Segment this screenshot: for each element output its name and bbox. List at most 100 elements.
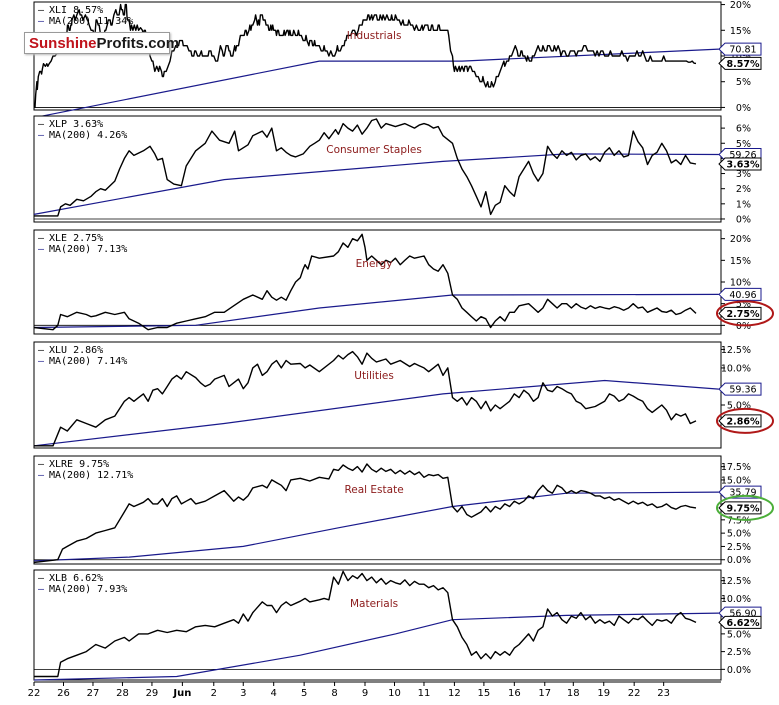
y-tick-label: 6% <box>736 124 751 135</box>
y-tick-label: 15% <box>730 26 751 37</box>
ma200-line-xlu <box>33 379 719 447</box>
price-line-xlre <box>33 463 697 564</box>
x-tick-label: 3 <box>240 688 246 699</box>
y-tick-label: 17.5% <box>721 462 751 473</box>
price-line-xlp <box>34 118 697 217</box>
ma-value-tag <box>718 382 762 396</box>
legend-ma-swatch: — <box>38 584 45 595</box>
x-tick-label: 15 <box>478 688 491 699</box>
x-tick-label: 11 <box>418 688 431 699</box>
legend-ma-swatch: — <box>38 356 45 367</box>
x-tick-label: 4 <box>271 688 277 699</box>
legend-price-swatch: — <box>38 233 45 244</box>
y-tick-label: 10.0% <box>721 363 751 374</box>
x-tick-label: 8 <box>331 688 337 699</box>
highlight-circle <box>716 494 774 521</box>
y-tick-label: 5% <box>736 299 751 310</box>
highlight-circle <box>716 407 774 434</box>
last-price-tag <box>718 615 762 629</box>
y-tick-label: 2.5% <box>727 647 751 658</box>
x-tick-label: 27 <box>87 688 100 699</box>
x-tick-label: 17 <box>538 688 551 699</box>
last-price-label: 6.62% <box>727 618 760 629</box>
panel-frame-xlb <box>33 569 722 681</box>
legend-ma: MA(200) 11.34% <box>49 16 133 27</box>
x-tick-label: 18 <box>567 688 580 699</box>
legend-price-swatch: — <box>38 459 45 470</box>
ma-value-label: 59.26 <box>729 150 756 161</box>
y-tick-label: 10.0% <box>721 594 751 605</box>
legend-ma-swatch: — <box>38 244 45 255</box>
panel-frame-xle <box>33 229 722 335</box>
x-tick-label: 26 <box>57 688 70 699</box>
last-price-tag <box>718 306 762 320</box>
panel-title: Consumer Staples <box>326 144 422 156</box>
legend-price-swatch: — <box>38 119 45 130</box>
legend-ma: MA(200) 7.93% <box>49 584 127 595</box>
legend-price: XLP 3.63% <box>49 119 103 130</box>
last-price-tag <box>718 501 762 515</box>
x-tick-label: 16 <box>508 688 521 699</box>
x-tick-label: 5 <box>301 688 307 699</box>
logo-part-sunshine: Sunshine <box>29 35 97 52</box>
y-tick-label: 15% <box>730 256 751 267</box>
ma-value-label: 70.81 <box>729 45 756 56</box>
legend-ma: MA(200) 12.71% <box>49 470 133 481</box>
y-tick-label: 0.0% <box>727 555 751 566</box>
panel-title: Utilities <box>354 370 394 382</box>
last-price-tag <box>718 56 762 70</box>
ma-value-tag <box>718 42 762 56</box>
legend-ma-swatch: — <box>38 16 45 27</box>
y-tick-label: 15.0% <box>721 475 751 486</box>
legend-ma-swatch: — <box>38 470 45 481</box>
legend-ma: MA(200) 7.14% <box>49 356 127 367</box>
x-tick-label: 19 <box>597 688 610 699</box>
last-price-label: 2.86% <box>727 416 760 427</box>
ma200-line-xlp <box>33 153 719 215</box>
x-tick-label: 2 <box>211 688 217 699</box>
y-tick-label: 2.5% <box>727 542 751 553</box>
legend-price-swatch: — <box>38 345 45 356</box>
x-tick-label: 23 <box>657 688 670 699</box>
logo-part-profits: Profits.com <box>96 35 180 52</box>
y-tick-label: 5.0% <box>727 401 751 412</box>
y-tick-label: 5.0% <box>727 529 751 540</box>
legend-ma: MA(200) 4.26% <box>49 130 127 141</box>
highlight-circle <box>716 300 774 327</box>
y-tick-label: 20% <box>730 234 751 245</box>
last-price-tag <box>718 157 762 171</box>
y-tick-label: 5% <box>736 77 751 88</box>
panel-frame-xlp <box>33 115 722 223</box>
last-price-label: 9.75% <box>727 503 760 514</box>
legend-price: XLU 2.86% <box>49 345 103 356</box>
y-tick-label: 3% <box>736 169 751 180</box>
panel-frame-xlre <box>33 455 722 565</box>
y-tick-label: 12.5% <box>721 345 751 356</box>
legend-price: XLI 8.57% <box>49 5 103 16</box>
y-tick-label: 20% <box>730 0 751 11</box>
y-tick-label: 0.0% <box>727 665 751 676</box>
price-line-xle <box>33 233 697 331</box>
price-line-xlb <box>34 570 697 678</box>
y-tick-label: 10% <box>730 278 751 289</box>
y-tick-label: 5.0% <box>727 629 751 640</box>
x-tick-label: 10 <box>388 688 401 699</box>
legend-ma-swatch: — <box>38 130 45 141</box>
ma-value-label: 35.79 <box>729 488 756 499</box>
ma-value-label: 40.96 <box>729 290 756 301</box>
last-price-label: 2.75% <box>727 309 760 320</box>
legend-ma: MA(200) 7.13% <box>49 244 127 255</box>
x-tick-label: 29 <box>146 688 159 699</box>
last-price-label: 8.57% <box>727 59 760 70</box>
panel-frame-xlu <box>33 341 722 449</box>
y-tick-label: 7.5% <box>727 515 751 526</box>
y-tick-label: 12.5% <box>721 576 751 587</box>
x-tick-label: 22 <box>28 688 41 699</box>
panel-title: Industrials <box>347 30 402 42</box>
ma-value-label: 59.36 <box>729 385 756 396</box>
legend-price-swatch: — <box>38 5 45 16</box>
ma-value-tag <box>718 287 762 301</box>
ma200-line-xlb <box>33 612 719 681</box>
